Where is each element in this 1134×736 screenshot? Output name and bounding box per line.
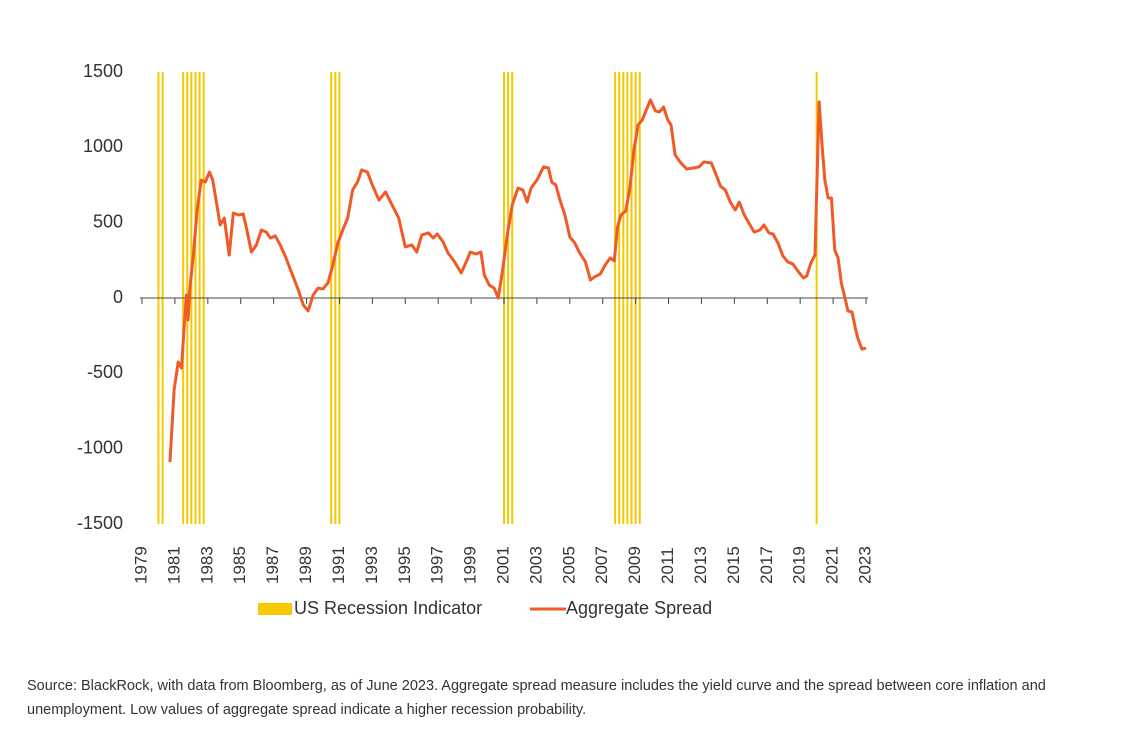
x-tick-label: 1983 (197, 546, 216, 584)
y-tick-label: 500 (93, 211, 123, 231)
x-tick-label: 1981 (164, 546, 183, 584)
x-tick-label: 2011 (658, 547, 677, 584)
x-tick-label: 2005 (559, 546, 578, 584)
y-tick-label: 1500 (83, 61, 123, 81)
x-tick-label: 1999 (461, 546, 480, 584)
x-tick-label: 1979 (131, 546, 150, 584)
y-tick-label: -1000 (77, 437, 123, 457)
y-tick-label: 0 (113, 287, 123, 307)
y-tick-label: 1000 (83, 136, 123, 156)
x-tick-label: 2015 (724, 546, 743, 584)
x-tick-label: 2023 (855, 546, 874, 584)
legend-swatch (258, 603, 292, 615)
x-tick-label: 1987 (263, 546, 282, 584)
x-tick-label: 2017 (757, 546, 776, 584)
x-tick-label: 1989 (296, 546, 315, 584)
spread-line (168, 98, 867, 463)
x-tick-label: 1995 (395, 546, 414, 584)
x-tick-label: 2021 (823, 546, 842, 584)
y-tick-label: -1500 (77, 513, 123, 533)
y-tick-label: -500 (87, 362, 123, 382)
x-tick-label: 2007 (592, 546, 611, 584)
x-tick-label: 1991 (329, 546, 348, 584)
legend-label: Aggregate Spread (566, 598, 712, 618)
legend-label: US Recession Indicator (294, 598, 482, 618)
x-tick-label: 2003 (526, 546, 545, 584)
source-note: Source: BlackRock, with data from Bloomb… (27, 678, 1046, 718)
x-tick-label: 2019 (790, 546, 809, 584)
x-tick-label: 2013 (691, 546, 710, 584)
x-tick-label: 1993 (362, 546, 381, 584)
x-tick-label: 1997 (428, 546, 447, 584)
x-tick-label: 1985 (230, 546, 249, 584)
x-tick-label: 2009 (625, 546, 644, 584)
x-tick-label: 2001 (493, 546, 512, 584)
